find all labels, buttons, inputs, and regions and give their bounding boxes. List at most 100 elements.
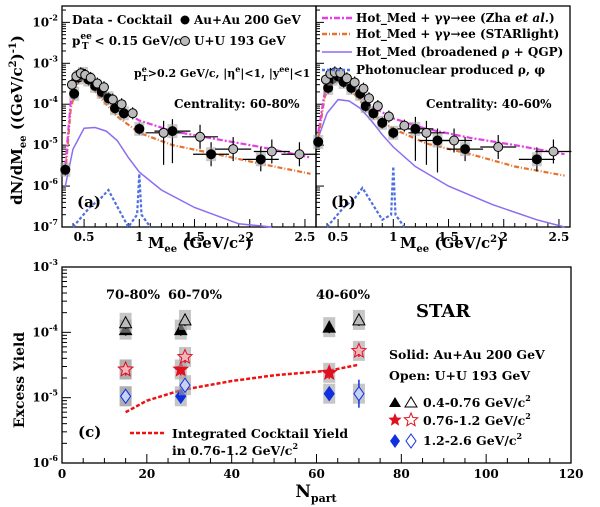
panel-a-au-point [134,123,145,134]
panel-c-cent-70-80: 70-80% [106,288,161,303]
panel-c-cent-40-60: 40-60% [316,288,371,303]
panel-c-star-point [172,360,190,377]
panel-c-diamond-point [179,377,191,394]
panel-a-legend-uu-marker [180,36,190,46]
panel-b-tag: (b) [331,193,356,211]
panel-a-ytick-label: 10-2 [32,12,58,29]
panel-c-xtick-label: 80 [393,467,410,481]
panel-a-xtick-label: 1 [135,230,143,244]
panel-b-uu-point [449,135,460,146]
panel-b-curve-broadened [317,98,565,228]
panel-c-ytick-label: 10-4 [32,322,58,339]
panel-c-xtick-label: 100 [474,467,499,481]
panel-a-legend-au-label: Au+Au 200 GeV [193,13,301,27]
panel-c-ytick-label: 10-6 [32,453,58,470]
panel-c-legend-bin3: 1.2-2.6 GeV/c2 [423,431,522,448]
panel-a-au-point [255,154,266,165]
panel-b-au-point [531,154,542,165]
panel-a-au-point [118,108,129,119]
panel-a-legend-cuts: pe T>0.2 GeV/c, |ηe|<1, |yee|<1 [134,64,310,83]
panel-b-xtick-label: 2 [500,230,508,244]
panel-b-au-point [388,127,399,138]
legend-open-star-icon [403,411,419,427]
panel-a-uu-point [228,144,239,155]
legend-solid-triangle-icon [389,397,401,407]
panel-b-xtick-label: 1 [389,230,397,244]
panel-b-au-point [377,117,388,128]
panel-c-open: Open: U+U 193 GeV [389,368,530,383]
panel-b-uu-point [421,127,432,138]
panel-b-curve-photonuclear [326,166,406,228]
panel-b-uu-point [364,93,375,104]
panel-a-au-point [167,126,178,137]
panel-a-xtick-label: 2 [246,230,254,244]
panel-b-uu-point [548,146,559,157]
legend-solid-star-icon [388,413,402,426]
panel-c-legend-cocktail-2: in 0.76-1.2 GeV/c2 [172,441,298,458]
panel-c-xtick-label: 60 [308,467,325,481]
panel-a-ylabel: dN/dMee ((GeV/c2)-1) [8,35,29,205]
panel-a-curve-photonuclear [72,173,152,230]
panel-a-ytick-label: 10-6 [32,176,58,193]
panel-c-diamond-point [353,385,365,402]
panel-c-triangle-point [178,312,192,326]
panel-a-uu-point [98,82,109,93]
legend-solid-diamond-icon [390,434,400,448]
panel-c-triangle-point [322,320,337,333]
panel-a-uu-point [195,131,206,142]
panel-a-ytick-label: 10-4 [32,94,58,111]
panel-b-legend-zha: Hot_Med + γγ→ee (Zha et al.) [356,11,555,26]
panel-a-xlabel: Mee (GeV/c2) [148,234,252,255]
panel-c-ytick-label: 10-5 [32,388,58,405]
panel-a-au-point [60,164,71,175]
panel-a-uu-point [85,72,96,83]
panel-a-ytick-label: 10-3 [32,53,58,70]
panel-b-uu-point [372,101,383,112]
panel-b-xlabel: Mee (GeV/c2) [400,234,504,255]
panel-b-xtick-label: 0.5 [328,230,349,244]
panel-c-xtick-label: 40 [223,467,240,481]
panel-b-xtick-label: 2.5 [549,230,570,244]
panel-b-legend-broadened: Hot_Med (broadened ρ + QGP) [356,45,563,60]
panel-a-ytick-label: 10-5 [32,135,58,152]
panel-b-uu-point [341,73,352,84]
panel-c-legend-bin1: 0.4-0.76 GeV/c2 [423,393,531,410]
panel-c-tag: (c) [78,423,101,441]
panel-a-centrality: Centrality: 60-80% [174,97,300,111]
panel-c-star-point [176,348,194,365]
panel-c-ylabel: Excess Yield [12,332,28,428]
panel-c-diamond-point [120,388,132,405]
panel-c-star: STAR [416,301,471,322]
panel-a-uu-point [127,108,138,119]
panel-c-ytick-label: 10-3 [32,257,58,274]
panel-c-xtick-label: 0 [58,467,66,481]
panel-c-star-point [117,360,135,377]
legend-open-diamond-icon [405,433,417,449]
panel-b-legend-starlight: Hot_Med + γγ→ee (STARlight) [356,27,559,42]
panel-b-uu-point [349,77,360,88]
panel-a-plot: 0.5 1 1.5 2 2.5 10-7 10-6 10-5 10-4 10-3 10-2 [32,9,318,244]
panel-c-cocktail-curve [125,363,360,414]
panel-a-uu-point [107,94,118,105]
panel-b-au-point [368,108,379,119]
panel-a-ytick-label: 10-7 [32,217,58,234]
panel-c-cent-60-70: 60-70% [168,288,223,303]
panel-a-legend-au-marker [180,15,190,25]
panel-b-uu-point [358,83,369,94]
panel-c-xlabel: Npart [295,482,337,505]
panel-a-legend-ptcut: pee T < 0.15 GeV/c [72,32,181,52]
legend-open-triangle-icon [404,396,418,408]
panel-b-au-point [410,123,421,134]
panel-c-xtick-label: 120 [558,467,583,481]
panel-b-xtick-label: 1.5 [438,230,459,244]
panel-a-au-point [206,149,217,160]
panel-a-au-point [69,88,80,99]
panel-c-triangle-point [118,315,133,329]
panel-c-legend-cocktail-1: Integrated Cocktail Yield [172,426,348,441]
panel-b-au-point [313,136,324,147]
panel-c-diamond-point [323,385,335,402]
panel-c-legend-bin2: 0.76-1.2 GeV/c2 [423,411,531,428]
panel-c-star-point [320,364,338,380]
panel-a-uu-point [158,127,169,138]
